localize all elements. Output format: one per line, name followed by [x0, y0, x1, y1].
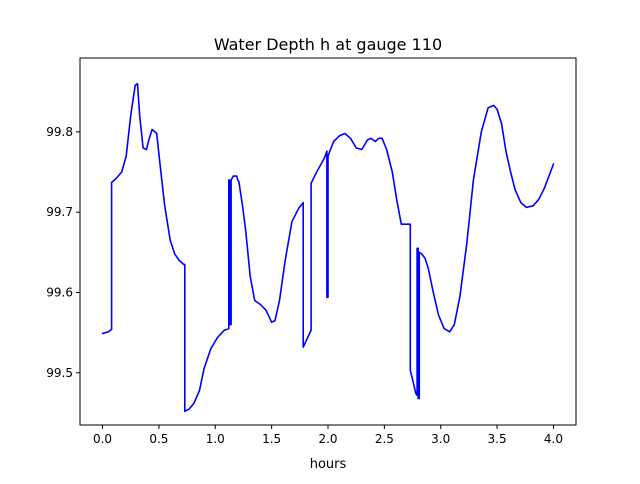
x-tick-label: 1.5: [262, 432, 281, 446]
x-tick-label: 3.5: [488, 432, 507, 446]
y-tick-label: 99.8: [46, 125, 73, 139]
x-tick-label: 1.0: [206, 432, 225, 446]
y-tick-label: 99.5: [46, 366, 73, 380]
x-tick-label: 2.5: [375, 432, 394, 446]
y-tick-label: 99.7: [46, 205, 73, 219]
x-tick-label: 2.0: [318, 432, 337, 446]
x-tick-label: 0.0: [93, 432, 112, 446]
x-tick-label: 4.0: [544, 432, 563, 446]
x-tick-label: 0.5: [149, 432, 168, 446]
x-tick-label: 3.0: [431, 432, 450, 446]
y-tick-label: 99.6: [46, 285, 73, 299]
series-line-0: [101, 82, 555, 413]
plot-area: 0.0 0.5 1.0 1.5 2.0 2.5 3.0 3.5 4.0 99.5 99.6 99.7 9…: [46, 57, 577, 446]
chart-title: Water Depth h at gauge 110: [214, 35, 442, 54]
x-axis-label: hours: [310, 457, 347, 472]
